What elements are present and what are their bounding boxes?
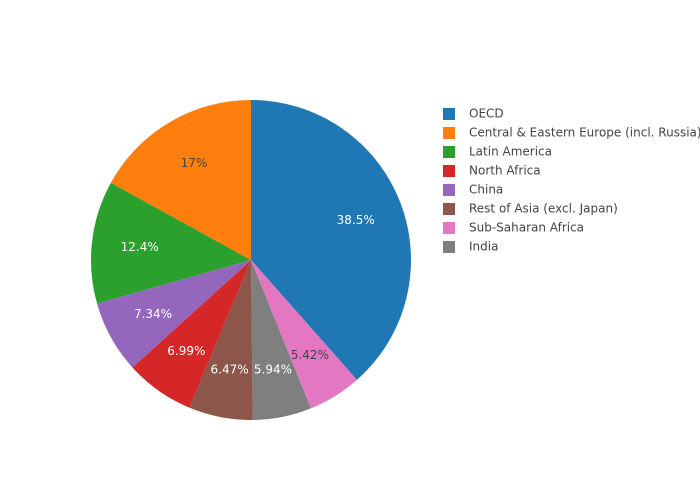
pie-slice-sub-saharan-africa[interactable] <box>251 260 357 409</box>
pie-slice-rest-of-asia-excl-japan[interactable] <box>189 260 253 420</box>
legend-swatch-latin-america <box>443 146 455 158</box>
pie-slice-central-eastern-europe-incl-russia[interactable] <box>110 100 251 260</box>
legend-swatch-central-eastern-europe-incl-russia <box>443 127 455 139</box>
pie-slice-latin-america[interactable] <box>91 182 251 304</box>
slice-label-latin-america: 12.4% <box>121 240 159 254</box>
slice-label-sub-saharan-africa: 5.42% <box>291 348 329 362</box>
slice-label-china: 7.34% <box>134 307 172 321</box>
legend-label-china: China <box>469 183 503 197</box>
legend-label-north-africa: North Africa <box>469 164 541 178</box>
legend-item-latin-america[interactable]: Latin America <box>443 145 552 159</box>
legend-swatch-sub-saharan-africa <box>443 222 455 234</box>
pie-slice-india[interactable] <box>251 260 311 420</box>
legend-label-sub-saharan-africa: Sub-Saharan Africa <box>469 221 584 235</box>
legend-swatch-oecd <box>443 108 455 120</box>
legend-label-latin-america: Latin America <box>469 145 552 159</box>
legend-label-central-eastern-europe-incl-russia: Central & Eastern Europe (incl. Russia) <box>469 126 700 140</box>
pie-slice-oecd[interactable] <box>251 100 411 380</box>
legend-item-sub-saharan-africa[interactable]: Sub-Saharan Africa <box>443 221 584 235</box>
legend-item-india[interactable]: India <box>443 240 498 254</box>
slice-label-central-eastern-europe-incl-russia: 17% <box>181 156 208 170</box>
pie-slice-north-africa[interactable] <box>132 260 251 408</box>
pie-slices <box>91 100 411 420</box>
legend-item-oecd[interactable]: OECD <box>443 107 504 121</box>
legend-label-rest-of-asia-excl-japan: Rest of Asia (excl. Japan) <box>469 202 618 216</box>
legend-swatch-india <box>443 241 455 253</box>
legend-item-rest-of-asia-excl-japan[interactable]: Rest of Asia (excl. Japan) <box>443 202 618 216</box>
legend-swatch-rest-of-asia-excl-japan <box>443 203 455 215</box>
slice-label-india: 5.94% <box>254 362 292 376</box>
pie-slice-labels: 38.5% 5.42%5.94% 6.47% 6.99% 7.34% 12.4% 17% <box>121 156 375 376</box>
pie-slice-china[interactable] <box>97 260 251 368</box>
legend-label-oecd: OECD <box>469 107 504 121</box>
legend-swatch-north-africa <box>443 165 455 177</box>
legend-swatch-china <box>443 184 455 196</box>
legend: OECD Central & Eastern Europe (incl. Russ… <box>443 107 700 254</box>
legend-item-central-eastern-europe-incl-russia[interactable]: Central & Eastern Europe (incl. Russia) <box>443 126 700 140</box>
slice-label-oecd: 38.5% <box>337 213 375 227</box>
slice-label-rest-of-asia-excl-japan: 6.47% <box>211 362 249 376</box>
legend-label-india: India <box>469 240 498 254</box>
legend-item-china[interactable]: China <box>443 183 503 197</box>
slice-label-north-africa: 6.99% <box>167 344 205 358</box>
legend-item-north-africa[interactable]: North Africa <box>443 164 541 178</box>
